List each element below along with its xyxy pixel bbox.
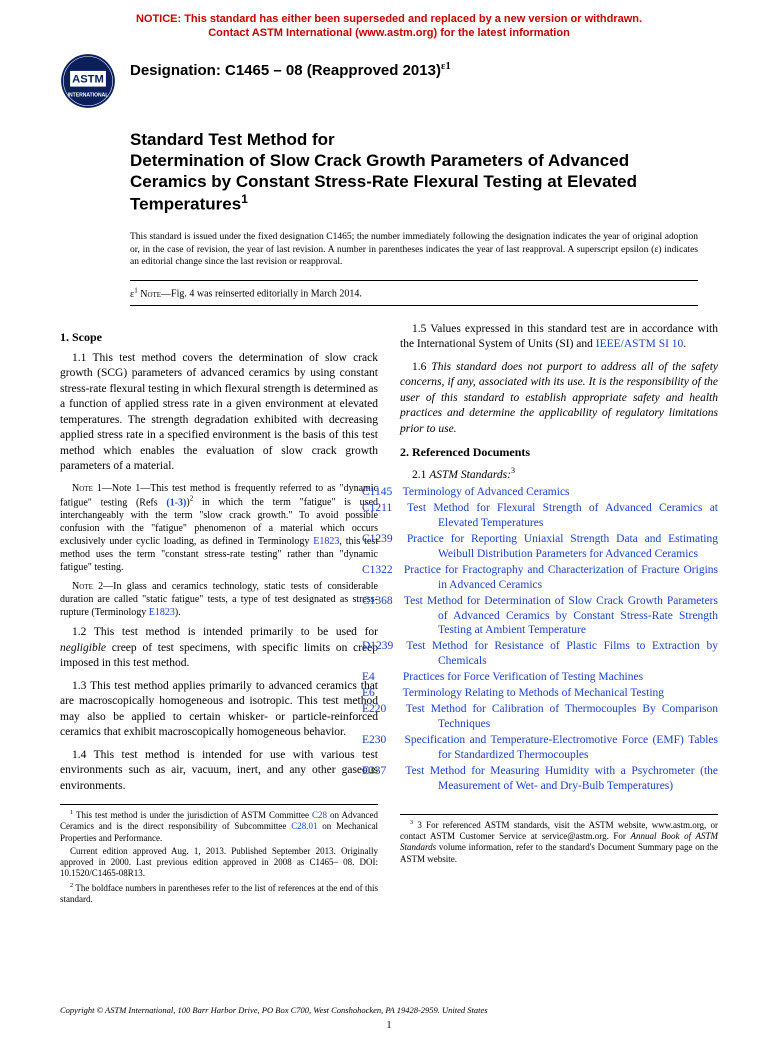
page-number: 1 (387, 1020, 392, 1031)
note-2: Note 2—In glass and ceramics technology,… (60, 580, 378, 619)
astm-logo-icon: ASTM INTERNATIONAL (60, 53, 116, 109)
title-line1: Standard Test Method for (130, 130, 335, 149)
p16-text: This standard does not purport to addres… (400, 361, 718, 435)
p12-neg: negligible (60, 642, 106, 654)
ref-item[interactable]: D1239 Test Method for Resistance of Plas… (400, 639, 718, 669)
refs-sub-sup: 3 (511, 466, 515, 475)
para-1-6: 1.6 This standard does not purport to ad… (400, 360, 718, 438)
title: Standard Test Method for Determination o… (130, 129, 698, 216)
footnote-1b: Current edition approved Aug. 1, 2013. P… (60, 846, 378, 880)
ref-item[interactable]: C1239 Practice for Reporting Uniaxial St… (400, 532, 718, 562)
p12-a: 1.2 This test method is intended primari… (72, 626, 378, 638)
refs-1-3-link[interactable]: (1-3) (166, 497, 186, 508)
eps-note-text: Fig. 4 was reinserted editorially in Mar… (171, 289, 362, 300)
footnotes-right: 3 3 For referenced ASTM standards, visit… (400, 814, 718, 865)
refs-sub-b: ASTM Standards: (429, 469, 511, 481)
refs-sub: 2.1 ASTM Standards:3 (400, 466, 718, 481)
fn1-a: This test method is under the jurisdicti… (76, 810, 312, 820)
title-sup: 1 (241, 192, 248, 206)
designation: Designation: C1465 – 08 (Reapproved 2013… (130, 53, 451, 79)
designation-epsilon: ε1 (441, 61, 451, 72)
para-1-4: 1.4 This test method is intended for use… (60, 748, 378, 795)
title-line2: Determination of Slow Crack Growth Param… (130, 151, 637, 214)
e1823-link-1[interactable]: E1823 (313, 536, 339, 547)
note-1: Note 1—Note 1—This test method is freque… (60, 482, 378, 574)
body-columns: 1. Scope 1.1 This test method covers the… (0, 316, 778, 908)
p12-b: creep of test specimens, with specific l… (60, 642, 378, 670)
footnotes-left: 1 This test method is under the jurisdic… (60, 804, 378, 905)
designation-text: Designation: C1465 – 08 (Reapproved 2013… (130, 62, 441, 79)
scope-head: 1. Scope (60, 330, 378, 345)
footnote-1: 1 This test method is under the jurisdic… (60, 809, 378, 844)
e1823-link-2[interactable]: E1823 (149, 607, 175, 618)
para-1-1: 1.1 This test method covers the determin… (60, 351, 378, 475)
ref-item[interactable]: C1145 Terminology of Advanced Ceramics (400, 485, 718, 500)
footnote-3: 3 3 For referenced ASTM standards, visit… (400, 819, 718, 865)
title-block: Standard Test Method for Determination o… (0, 111, 778, 222)
notice-line2: Contact ASTM International (www.astm.org… (208, 27, 570, 39)
ieee-si10-link[interactable]: IEEE/ASTM SI 10 (596, 338, 684, 350)
svg-text:ASTM: ASTM (72, 73, 104, 85)
copyright: Copyright © ASTM International, 100 Barr… (60, 1005, 488, 1015)
issuance-note: This standard is issued under the fixed … (0, 221, 778, 274)
para-1-5: 1.5 Values expressed in this standard te… (400, 322, 718, 353)
refs-list: C1145 Terminology of Advanced CeramicsC1… (400, 485, 718, 794)
para-1-2: 1.2 This test method is intended primari… (60, 625, 378, 672)
ref-item[interactable]: E4 Practices for Force Verification of T… (400, 670, 718, 685)
ref-item[interactable]: E230 Specification and Temperature-Elect… (400, 733, 718, 763)
header-row: ASTM INTERNATIONAL Designation: C1465 – … (0, 45, 778, 111)
right-column: 1.5 Values expressed in this standard te… (400, 322, 718, 908)
eps-note-prefix: ε1 Note— (130, 289, 171, 300)
ref-item[interactable]: E337 Test Method for Measuring Humidity … (400, 764, 718, 794)
ref-item[interactable]: E6 Terminology Relating to Methods of Me… (400, 686, 718, 701)
ref-item[interactable]: C1368 Test Method for Determination of S… (400, 594, 718, 639)
refs-head: 2. Referenced Documents (400, 445, 718, 460)
notice-banner: NOTICE: This standard has either been su… (0, 0, 778, 45)
notice-line1: NOTICE: This standard has either been su… (136, 13, 642, 25)
epsilon-note: ε1 Note—Fig. 4 was reinserted editoriall… (130, 280, 698, 305)
c28-link[interactable]: C28 (312, 810, 327, 820)
ref-item[interactable]: C1322 Practice for Fractography and Char… (400, 563, 718, 593)
refs-sub-a: 2.1 (412, 469, 429, 481)
note2-b: ). (175, 607, 181, 618)
ref-item[interactable]: C1211 Test Method for Flexural Strength … (400, 501, 718, 531)
p15-b: . (683, 338, 686, 350)
footnote-2: 2 The boldface numbers in parentheses re… (60, 882, 378, 906)
fn3-b: volume information, refer to the standar… (400, 842, 718, 863)
left-column: 1. Scope 1.1 This test method covers the… (60, 322, 378, 908)
fn2-text: The boldface numbers in parentheses refe… (60, 883, 378, 904)
ref-item[interactable]: E220 Test Method for Calibration of Ther… (400, 702, 718, 732)
para-1-3: 1.3 This test method applies primarily t… (60, 679, 378, 741)
svg-text:INTERNATIONAL: INTERNATIONAL (68, 92, 109, 98)
c2801-link[interactable]: C28.01 (291, 821, 317, 831)
